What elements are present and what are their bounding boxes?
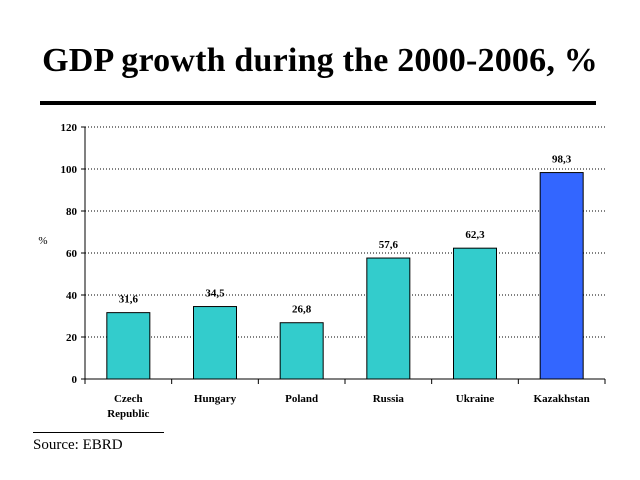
source-note: Source: EBRD	[33, 437, 123, 453]
bar-russia	[366, 257, 411, 380]
data-label-czech-republic: 31,6	[119, 294, 139, 306]
bar-kazakhstan	[539, 172, 584, 380]
category-labels: Czech Republic Hungary Poland Russia Ukraine K…	[107, 393, 590, 420]
bar-czech-republic	[106, 312, 151, 380]
data-label-kazakhstan: 98,3	[552, 154, 572, 166]
y-tick-label: 80	[66, 206, 78, 218]
bar-ukraine	[453, 247, 497, 380]
category-label-poland: Poland	[285, 393, 318, 405]
y-tick-label: 60	[66, 248, 78, 260]
title-underline	[40, 101, 596, 105]
data-labels: 31,6 34,5 26,8 57,6 62,3 98,3	[119, 154, 572, 316]
category-label-ukraine: Ukraine	[456, 393, 495, 405]
chart-title: GDP growth during the 2000-2006, %	[42, 42, 598, 79]
data-label-hungary: 34,5	[205, 288, 225, 300]
category-label-hungary: Hungary	[194, 393, 237, 405]
y-axis-label: %	[38, 235, 47, 247]
data-label-poland: 26,8	[292, 304, 312, 316]
data-label-ukraine: 62,3	[465, 229, 485, 241]
category-label-czech-republic: Czech Republic	[107, 393, 149, 420]
y-tick-label: 120	[61, 122, 78, 134]
source-rule	[33, 432, 164, 433]
axes	[84, 127, 606, 384]
y-axis-ticks: 0 20 40 60 80 100 120	[61, 122, 85, 386]
y-tick-label: 100	[61, 164, 78, 176]
bar-chart: 0 20 40 60 80 100 120 31,6 34,5 26,8 57,6 62,3 98,3…	[38, 122, 606, 420]
data-label-russia: 57,6	[379, 239, 399, 251]
category-label-russia: Russia	[373, 393, 405, 405]
y-tick-label: 20	[66, 332, 78, 344]
bar-hungary	[193, 306, 237, 380]
y-tick-label: 0	[72, 374, 78, 386]
bar-poland	[279, 322, 324, 380]
y-tick-label: 40	[66, 290, 78, 302]
gridlines	[85, 126, 605, 338]
category-label-kazakhstan: Kazakhstan	[534, 393, 590, 405]
bars	[106, 172, 584, 380]
